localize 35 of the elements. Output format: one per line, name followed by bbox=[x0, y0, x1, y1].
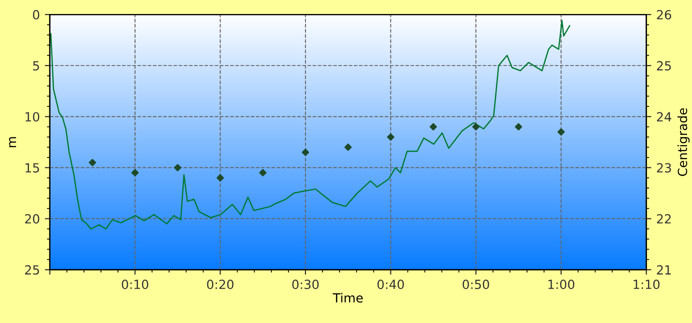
y-tick-label: 10 bbox=[26, 112, 40, 122]
y-tick-label: 5 bbox=[33, 61, 40, 70]
x-tick-label: 0:20 bbox=[207, 280, 234, 290]
y2-tick-label: 22 bbox=[656, 214, 671, 224]
point bbox=[557, 128, 565, 136]
point bbox=[302, 148, 310, 156]
point bbox=[88, 158, 96, 166]
point bbox=[131, 169, 139, 176]
x-tick-label: 0:30 bbox=[292, 280, 319, 290]
point bbox=[472, 123, 480, 130]
y-tick-label: 25 bbox=[25, 265, 40, 275]
x-tick-label: 1:00 bbox=[548, 280, 574, 290]
line-series bbox=[50, 20, 570, 230]
point bbox=[387, 133, 394, 141]
point bbox=[259, 169, 266, 176]
x-tick-label: 0:40 bbox=[377, 280, 404, 290]
point bbox=[344, 144, 352, 151]
x-tick-label: 1:10 bbox=[634, 280, 660, 290]
y2-tick-label: 23 bbox=[656, 163, 671, 173]
point bbox=[174, 164, 182, 172]
y2-tick-label: 24 bbox=[656, 112, 672, 122]
y-tick-label: 15 bbox=[26, 163, 40, 173]
point bbox=[216, 174, 224, 182]
y2-tick-label: 21 bbox=[656, 265, 671, 274]
x-axis-title: Time bbox=[332, 292, 363, 303]
y-tick-label: 20 bbox=[25, 214, 40, 224]
y2-tick-label: 25 bbox=[656, 61, 671, 70]
y-tick-label: 0 bbox=[32, 10, 40, 20]
point bbox=[514, 123, 522, 130]
y2-tick-label: 26 bbox=[656, 10, 672, 20]
y2-axis-title: Centigrade bbox=[678, 108, 690, 176]
x-tick-label: 0:50 bbox=[462, 280, 490, 290]
x-tick-label: 0:10 bbox=[122, 280, 148, 290]
point bbox=[430, 123, 437, 130]
y-axis-title: m bbox=[9, 137, 16, 148]
